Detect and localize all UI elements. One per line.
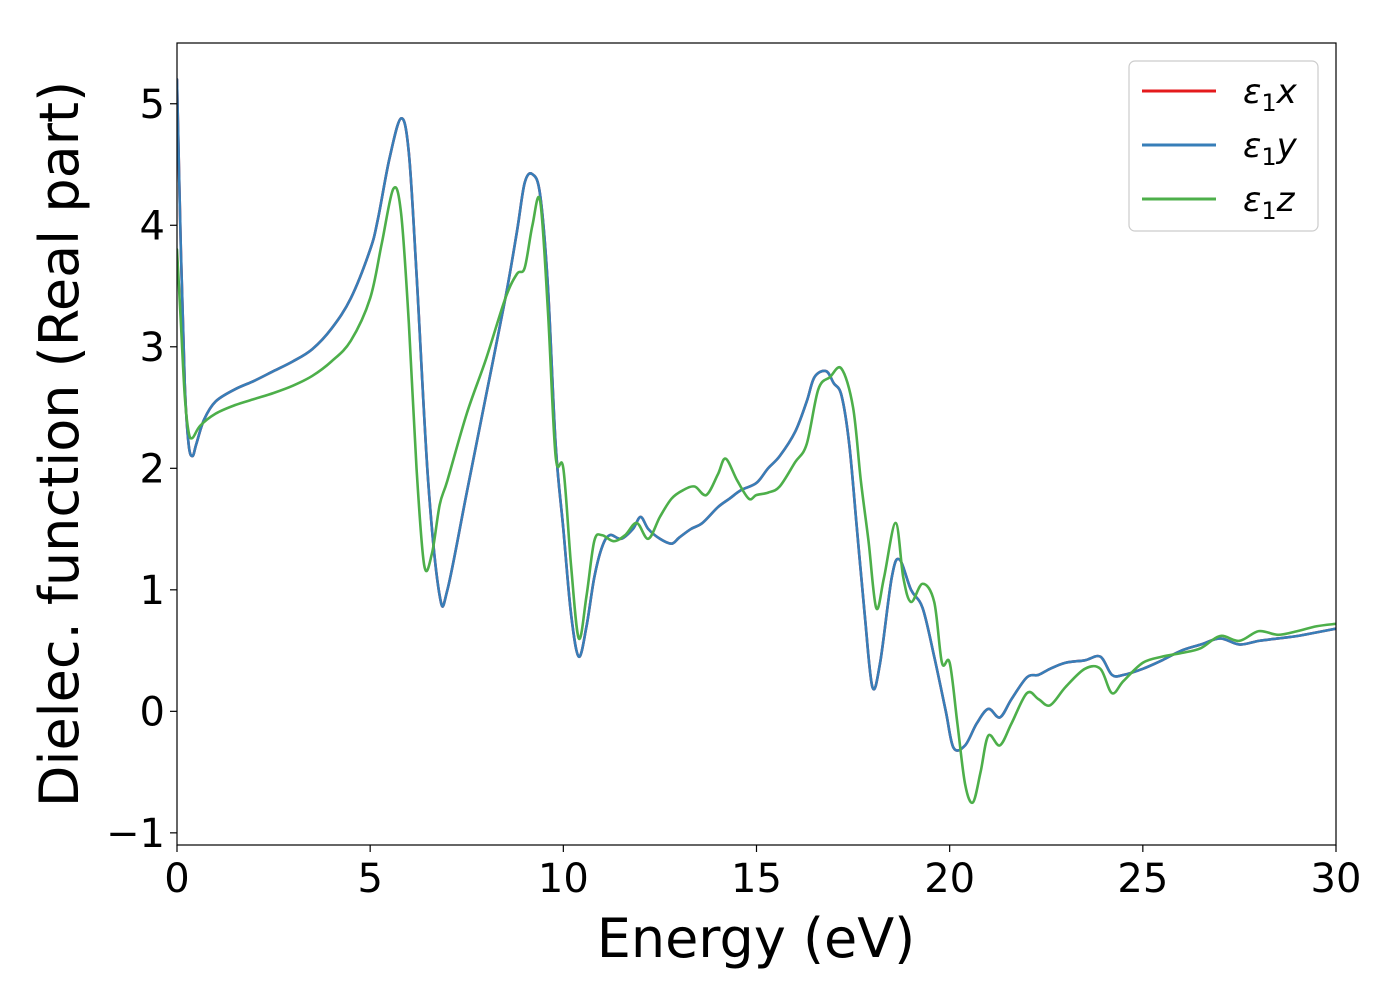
- legend-label: ε1y: [1243, 126, 1298, 171]
- legend-label-base: ε: [1243, 72, 1261, 112]
- legend-label-base: ε: [1243, 180, 1261, 220]
- legend-label-variable: z: [1276, 180, 1296, 220]
- legend-label-subscript: 1: [1261, 89, 1276, 117]
- legend-label: ε1z: [1243, 180, 1296, 225]
- legend-label-subscript: 1: [1261, 143, 1276, 171]
- x-tick-label: 0: [164, 856, 189, 902]
- x-tick-label: 30: [1311, 856, 1362, 902]
- legend-label-variable: y: [1276, 126, 1298, 166]
- legend-label-base: ε: [1243, 126, 1261, 166]
- y-tick-label: 3: [140, 325, 165, 371]
- series-line-1: [177, 78, 1336, 752]
- y-axis-label: Dielec. function (Real part): [28, 81, 91, 807]
- x-axis: 0 5 10 15 20 25 30: [164, 845, 1361, 902]
- y-tick-label: 4: [140, 203, 165, 249]
- y-tick-label: 2: [140, 446, 165, 492]
- series-layer: [177, 78, 1336, 805]
- legend-label-subscript: 1: [1261, 197, 1276, 225]
- x-tick-label: 5: [357, 856, 382, 902]
- x-tick-label: 20: [924, 856, 975, 902]
- legend-box: [1128, 60, 1319, 232]
- legend-label: ε1x: [1243, 72, 1298, 117]
- x-tick-label: 10: [538, 856, 589, 902]
- y-tick-label: 1: [140, 568, 165, 614]
- series-line-2: [177, 186, 1336, 805]
- x-tick-label: 25: [1117, 856, 1168, 902]
- legend-label-variable: x: [1276, 72, 1298, 112]
- y-axis: −1 0 1 2 3 4 5: [106, 82, 177, 857]
- y-tick-label: 5: [140, 82, 165, 128]
- y-tick-label: 0: [140, 689, 165, 735]
- y-tick-label: −1: [106, 811, 165, 857]
- x-axis-label: Energy (eV): [597, 907, 916, 970]
- x-tick-label: 15: [731, 856, 782, 902]
